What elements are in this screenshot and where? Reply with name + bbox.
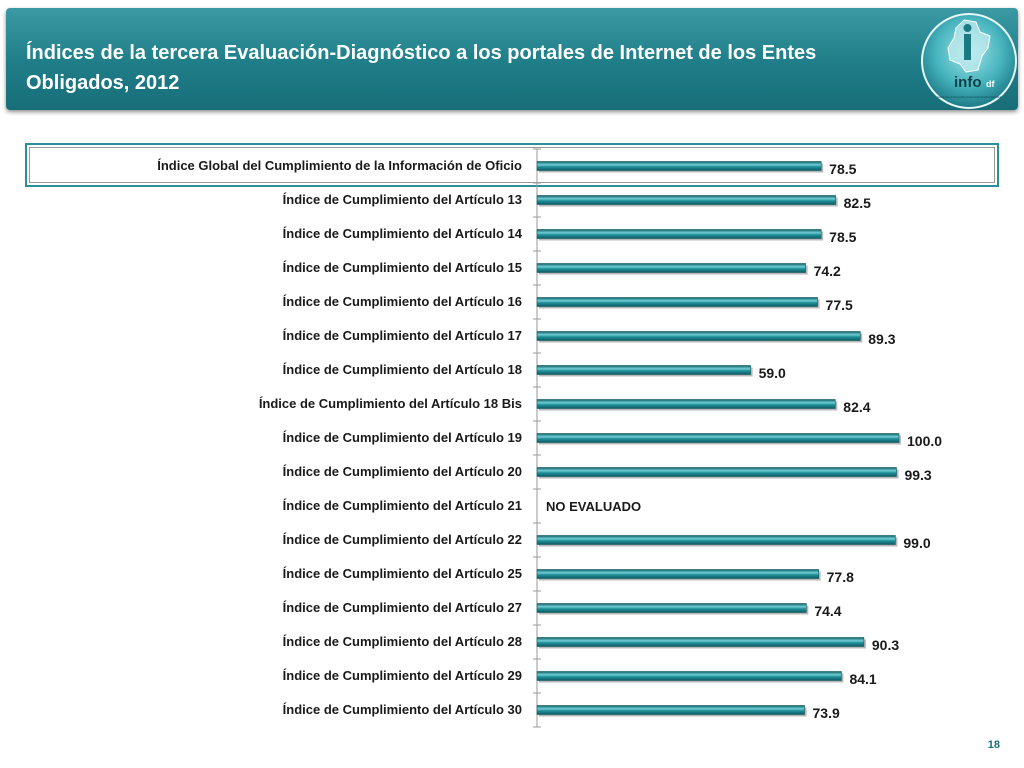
category-label: Índice de Cumplimiento del Artículo 18 (282, 362, 522, 377)
infodf-logo: info df Instituto de Acceso a la Informa… (921, 13, 1017, 109)
value-label: 89.3 (868, 331, 896, 347)
value-label: 100.0 (907, 433, 943, 449)
bar (536, 671, 842, 681)
category-label: Índice de Cumplimiento del Artículo 14 (282, 226, 522, 241)
highlight-box (25, 143, 999, 187)
logo-suffix: df (986, 79, 995, 89)
value-label: 82.5 (843, 195, 871, 211)
category-label: Índice de Cumplimiento del Artículo 25 (282, 566, 522, 581)
category-label: Índice de Cumplimiento del Artículo 30 (282, 702, 522, 717)
value-label: 73.9 (812, 705, 840, 721)
not-evaluated-label: NO EVALUADO (546, 499, 642, 514)
value-label: 99.3 (904, 467, 932, 483)
bar (536, 467, 897, 477)
category-label: Índice de Cumplimiento del Artículo 16 (282, 294, 522, 309)
bar (536, 365, 751, 375)
logo-text: info (954, 74, 982, 91)
category-label: Índice de Cumplimiento del Artículo 17 (282, 328, 522, 343)
bar (536, 603, 807, 613)
bar (536, 705, 805, 715)
bar (536, 195, 836, 205)
title-banner: Índices de la tercera Evaluación-Diagnós… (6, 8, 1018, 110)
bar (536, 399, 836, 409)
bar (536, 637, 865, 647)
highlight-box-inner (29, 147, 995, 183)
bar (536, 229, 822, 239)
category-label: Índice de Cumplimiento del Artículo 13 (282, 192, 522, 207)
category-label: Índice de Cumplimiento del Artículo 29 (282, 668, 522, 683)
value-label: 90.3 (871, 637, 900, 653)
page-title: Índices de la tercera Evaluación-Diagnós… (26, 42, 817, 94)
bar (536, 433, 900, 443)
value-label: 59.0 (758, 365, 786, 381)
category-label: Índice de Cumplimiento del Artículo 20 (282, 464, 522, 479)
category-label: Índice de Cumplimiento del Artículo 28 (282, 634, 522, 649)
value-label: 74.4 (814, 603, 842, 619)
page-number: 18 (987, 739, 1000, 751)
bar (536, 331, 861, 341)
value-label: 77.5 (825, 297, 853, 313)
value-label: 84.1 (849, 671, 877, 687)
category-label: Índice de Cumplimiento del Artículo 19 (282, 430, 522, 445)
category-label: Índice de Cumplimiento del Artículo 22 (282, 532, 522, 547)
value-label: 78.5 (829, 161, 857, 177)
value-label: 82.4 (843, 399, 871, 415)
bar (536, 263, 806, 273)
category-label: Índice de Cumplimiento del Artículo 15 (282, 260, 522, 275)
bar (536, 161, 822, 171)
bar (536, 569, 819, 579)
category-label: Índice de Cumplimiento del Artículo 21 (282, 498, 522, 513)
category-label: Índice Global del Cumplimiento de la Inf… (157, 158, 522, 173)
category-label: Índice de Cumplimiento del Artículo 18 B… (258, 396, 522, 411)
value-label: 77.8 (826, 569, 854, 585)
bar (536, 297, 818, 307)
category-label: Índice de Cumplimiento del Artículo 27 (282, 600, 522, 615)
value-label: 99.0 (903, 535, 931, 551)
logo-caption: Instituto de Acceso a la Información Púb… (937, 95, 1001, 99)
value-label: 78.5 (829, 229, 857, 245)
bar (536, 535, 896, 545)
value-label: 74.2 (813, 263, 841, 279)
